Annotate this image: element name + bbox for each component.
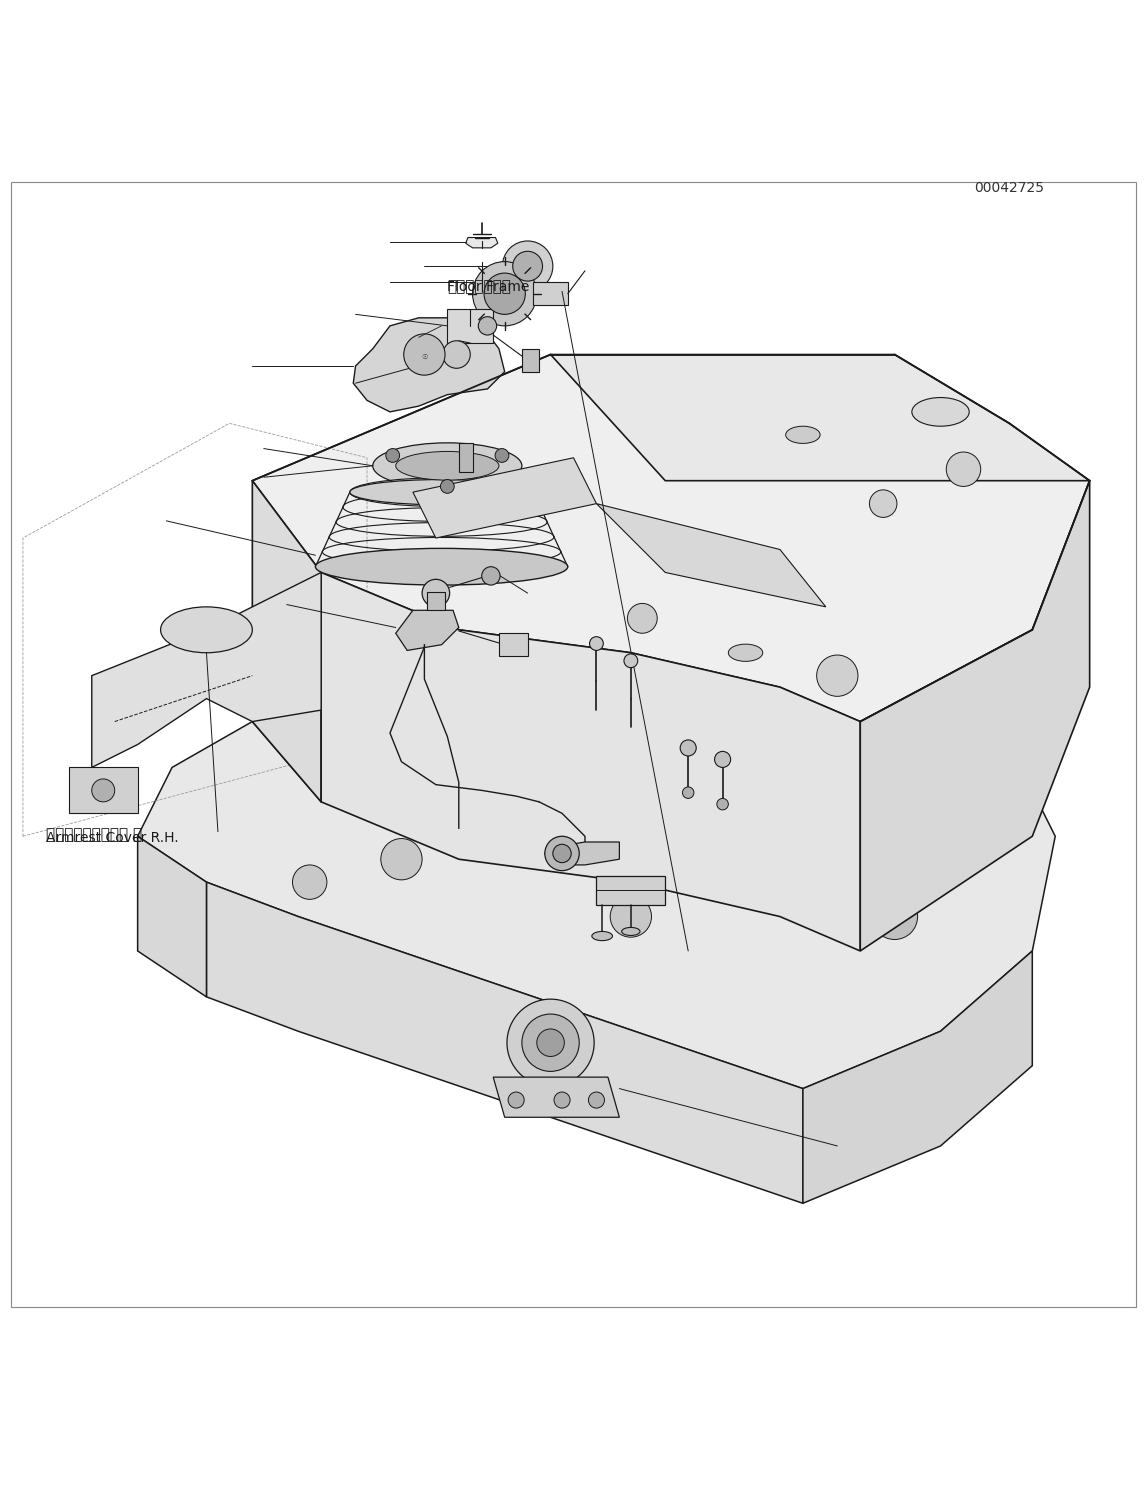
Ellipse shape	[786, 426, 820, 444]
Circle shape	[507, 999, 594, 1087]
Circle shape	[946, 453, 981, 487]
Text: Armrest Cover R.H.: Armrest Cover R.H.	[46, 831, 179, 844]
Circle shape	[502, 241, 553, 292]
Circle shape	[588, 1091, 604, 1108]
Circle shape	[537, 1029, 564, 1057]
Ellipse shape	[373, 442, 522, 488]
Ellipse shape	[350, 479, 533, 505]
Circle shape	[292, 865, 327, 899]
Polygon shape	[92, 572, 321, 767]
Circle shape	[627, 603, 657, 633]
Text: Floor Frame: Floor Frame	[447, 280, 530, 293]
Bar	[533, 283, 568, 305]
Polygon shape	[321, 572, 860, 951]
Polygon shape	[396, 610, 459, 651]
Circle shape	[554, 1091, 570, 1108]
Ellipse shape	[396, 451, 499, 479]
Polygon shape	[551, 354, 1090, 481]
Polygon shape	[353, 317, 505, 412]
Circle shape	[92, 779, 115, 803]
Circle shape	[482, 567, 500, 585]
Circle shape	[680, 740, 696, 756]
Bar	[427, 593, 445, 610]
Polygon shape	[596, 877, 665, 905]
Polygon shape	[252, 354, 1090, 722]
Circle shape	[508, 1091, 524, 1108]
Circle shape	[869, 490, 897, 517]
Circle shape	[545, 837, 579, 871]
Text: 00042725: 00042725	[974, 182, 1045, 195]
Circle shape	[496, 448, 509, 463]
Circle shape	[553, 844, 571, 862]
Circle shape	[817, 655, 858, 697]
Text: フロアフレーム: フロアフレーム	[447, 278, 512, 293]
Polygon shape	[493, 1077, 619, 1117]
Circle shape	[443, 341, 470, 368]
Text: アームレストカバー 右: アームレストカバー 右	[46, 826, 142, 841]
Circle shape	[473, 262, 537, 326]
Bar	[522, 348, 539, 372]
Text: ☉: ☉	[421, 354, 428, 360]
Polygon shape	[252, 481, 321, 803]
Circle shape	[440, 479, 454, 493]
Polygon shape	[803, 951, 1032, 1203]
Ellipse shape	[622, 928, 640, 935]
Circle shape	[381, 838, 422, 880]
Circle shape	[484, 272, 525, 314]
Circle shape	[624, 654, 638, 667]
Polygon shape	[138, 686, 1055, 1088]
Circle shape	[385, 448, 399, 463]
Circle shape	[682, 788, 694, 798]
Circle shape	[610, 896, 651, 937]
Circle shape	[404, 334, 445, 375]
Circle shape	[715, 752, 731, 767]
Polygon shape	[138, 837, 206, 996]
Polygon shape	[860, 481, 1090, 951]
Circle shape	[717, 798, 728, 810]
Ellipse shape	[912, 398, 969, 426]
Ellipse shape	[161, 608, 252, 652]
Circle shape	[522, 1014, 579, 1072]
Circle shape	[513, 252, 543, 281]
Polygon shape	[206, 881, 803, 1203]
Polygon shape	[466, 238, 498, 247]
Ellipse shape	[592, 932, 612, 941]
Circle shape	[872, 893, 918, 940]
Ellipse shape	[315, 548, 568, 585]
Bar	[69, 767, 138, 813]
Circle shape	[590, 637, 603, 651]
Polygon shape	[545, 841, 619, 865]
Ellipse shape	[728, 645, 763, 661]
Polygon shape	[413, 457, 596, 538]
Polygon shape	[596, 503, 826, 608]
Bar	[499, 633, 528, 657]
Circle shape	[478, 317, 497, 335]
Bar	[459, 442, 473, 472]
Circle shape	[422, 579, 450, 608]
Bar	[447, 308, 493, 342]
